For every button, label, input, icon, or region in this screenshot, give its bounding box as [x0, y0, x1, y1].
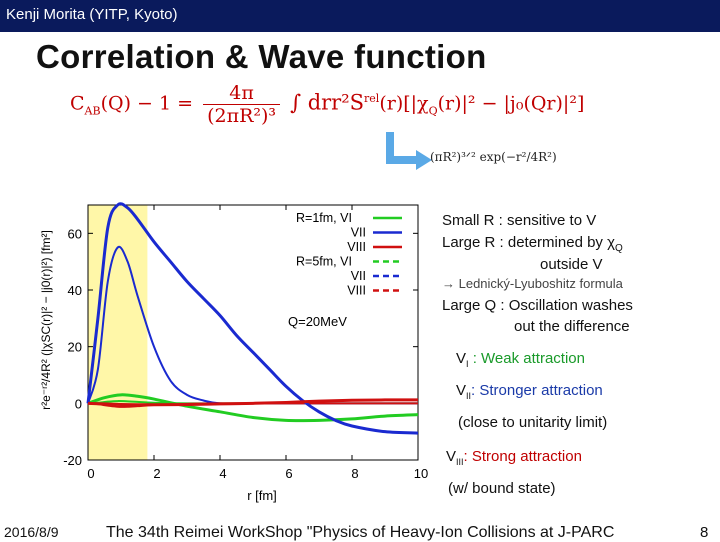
- formula-q-sub: Q: [428, 104, 438, 118]
- formula-lhs-arg: (Q) − 1 =: [100, 92, 200, 115]
- note-v1-prefix: V: [456, 350, 467, 367]
- series-line-3: [87, 393, 419, 423]
- y-tick-label-0: -20: [63, 453, 82, 468]
- note-v2-prefix: V: [456, 382, 467, 399]
- note-v3-sub: III: [456, 457, 464, 467]
- formula-rel: rel: [364, 92, 380, 106]
- note-v2-desc: : Stronger attraction: [471, 382, 603, 399]
- x-tick-label-1: 2: [153, 466, 160, 481]
- x-tick-label-4: 8: [351, 466, 358, 481]
- footer-date: 2016/8/9: [4, 524, 59, 540]
- legend-label-4: VII: [351, 269, 366, 283]
- formula-frac-num: 4π: [203, 82, 281, 105]
- formula-integral: ∫ drr²S: [290, 90, 365, 115]
- note-large-r-sub: Q: [614, 243, 623, 254]
- header-bar: Kenji Morita (YITP, Kyoto): [0, 0, 720, 32]
- x-tick-label-3: 6: [285, 466, 292, 481]
- legend-label-0: R=1fm, VI: [296, 211, 352, 225]
- y-tick-label-3: 40: [68, 283, 82, 298]
- legend-label-2: VIII: [347, 240, 366, 254]
- formula-rest2: (r)|² − |j₀(Qr)|²]: [437, 92, 585, 115]
- y-tick-label-2: 20: [68, 340, 82, 355]
- series-line-4: [86, 202, 419, 435]
- x-axis-label: r [fm]: [247, 488, 277, 503]
- formula-rest: (r)[|χ: [379, 92, 429, 115]
- note-large-r-text: Large R : determined by χ: [442, 234, 615, 251]
- note-outside: outside V: [540, 256, 603, 273]
- note-v2: VII: Stronger attraction: [456, 382, 603, 401]
- series-layer: [86, 202, 419, 435]
- legend-label-1: VII: [351, 226, 366, 240]
- note-large-q-1: Large Q : Oscillation washes: [442, 297, 633, 314]
- legend-label-5: VIII: [347, 284, 366, 298]
- correlation-formula: CAB(Q) − 1 = 4π (2πR²)³ ∫ drr²Srel(r)[|χ…: [70, 82, 584, 127]
- formula-fraction: 4π (2πR²)³: [203, 82, 281, 127]
- q-annotation: Q=20MeV: [288, 314, 347, 329]
- note-v3-prefix: V: [446, 448, 457, 465]
- note-ll-formula: → Lednický-Lyuboshitz formula: [442, 276, 623, 291]
- header-author: Kenji Morita (YITP, Kyoto): [6, 6, 178, 23]
- y-axis-label: r²e⁻ʳ²/4R² (|χSC(r)|² − |j0(r)|²) [fm²]: [39, 230, 53, 410]
- corner-arrow-shaft: [386, 132, 418, 164]
- axis-ticks: 0 2 4 6 8 10 -20 0 20 40 60: [63, 205, 428, 481]
- formula-frac-den: (2πR²)³: [207, 105, 277, 127]
- note-v3-bound: (w/ bound state): [448, 480, 556, 497]
- formula-lhs-sub: AB: [84, 104, 101, 118]
- note-v1-sub: I: [466, 359, 469, 369]
- x-tick-label-5: 10: [414, 466, 428, 481]
- y-tick-label-4: 60: [68, 226, 82, 241]
- x-tick-label-0: 0: [87, 466, 94, 481]
- slide-title: Correlation & Wave function: [36, 38, 487, 75]
- y-tick-label-1: 0: [75, 396, 82, 411]
- note-v2-limit: (close to unitarity limit): [458, 414, 608, 431]
- source-function-formula: (πR²)³ᐟ² exp(−r²/4R²): [430, 150, 557, 164]
- plot-frame: [87, 204, 419, 461]
- note-large-r: Large R : determined by χQ: [442, 234, 623, 254]
- note-small-r: Small R : sensitive to V: [442, 212, 597, 229]
- note-v1: VI : Weak attraction: [456, 350, 585, 369]
- note-large-q-2: out the difference: [514, 318, 630, 335]
- corner-arrow-head: [416, 150, 432, 170]
- note-v3-desc: : Strong attraction: [463, 448, 582, 465]
- formula-lhs: C: [70, 92, 85, 115]
- note-v3: VIII: Strong attraction: [446, 448, 582, 467]
- note-v2-sub: II: [466, 391, 472, 401]
- x-tick-label-2: 4: [219, 466, 226, 481]
- legend-label-3: R=5fm, VI: [296, 255, 352, 269]
- footer-page-number: 8: [700, 524, 709, 541]
- series-line-5: [87, 398, 419, 407]
- footer-conference: The 34th Reimei WorkShop "Physics of Hea…: [106, 524, 615, 541]
- note-v1-desc: : Weak attraction: [468, 350, 585, 367]
